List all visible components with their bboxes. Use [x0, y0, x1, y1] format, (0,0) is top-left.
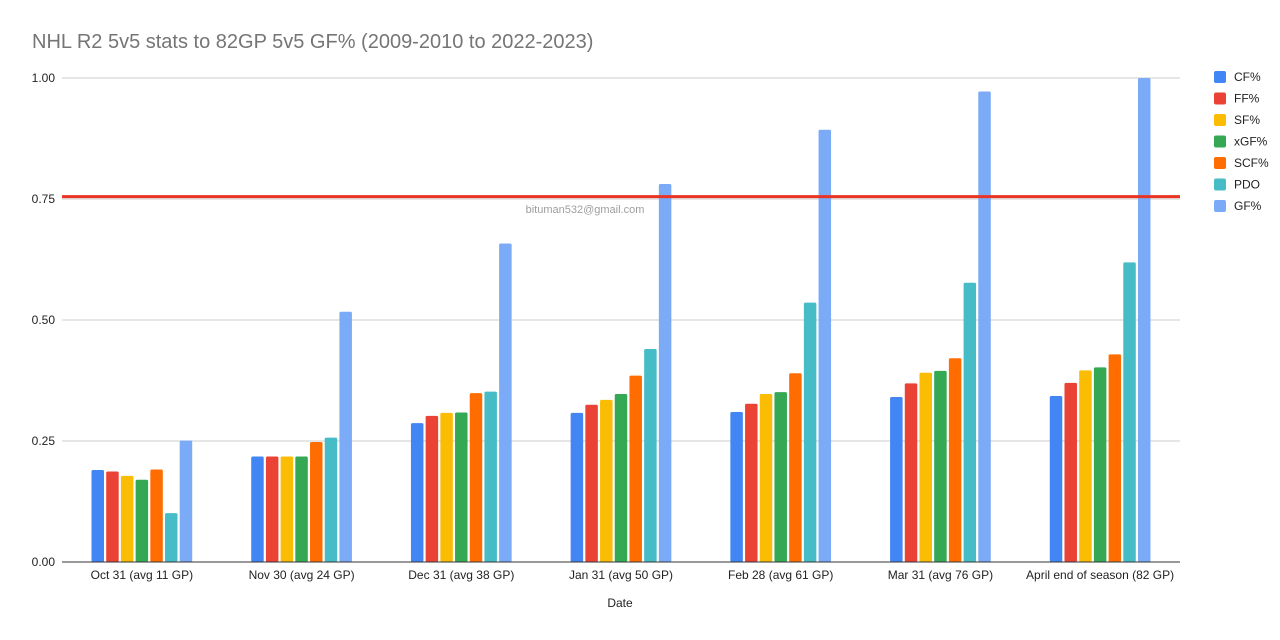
y-tick-label: 1.00 [32, 71, 56, 85]
bar-pdo [484, 391, 497, 562]
bar-sf-pct [440, 412, 453, 562]
bar-xgf-pct [295, 456, 308, 562]
bar-gf-pct [658, 184, 672, 562]
watermark: bituman532@gmail.com [526, 204, 645, 216]
bar-sf-pct [759, 394, 773, 562]
bar-gf-pct [978, 91, 991, 563]
bar-cf-pct [91, 470, 105, 562]
bar-cf-pct [251, 456, 264, 562]
bar-cf-pct [1049, 395, 1063, 562]
legend-label: CF% [1234, 70, 1261, 84]
bar-gf-pct [499, 243, 512, 562]
bar-cf-pct [570, 412, 584, 562]
bar-sf-pct [919, 372, 932, 562]
x-tick-label: Mar 31 (avg 76 GP) [888, 568, 993, 582]
legend-swatch [1214, 157, 1226, 169]
chart-title: NHL R2 5v5 stats to 82GP 5v5 GF% (2009-2… [32, 31, 593, 53]
bar-sf-pct [1079, 370, 1092, 562]
legend: CF% FF% SF% xGF% SCF% PDO GF% [1214, 70, 1269, 213]
x-tick-label: Nov 30 (avg 24 GP) [249, 568, 355, 582]
bar-ff-pct [585, 404, 598, 562]
bar-scf-pct [150, 469, 163, 562]
bar-ff-pct [1064, 382, 1077, 562]
bar-scf-pct [629, 375, 642, 562]
bar-cf-pct [730, 411, 743, 562]
bar-cf-pct [890, 396, 903, 562]
bar-pdo [1123, 262, 1136, 562]
bar-pdo [324, 437, 338, 562]
x-tick-label: April end of season (82 GP) [1026, 568, 1174, 582]
bar-pdo [963, 282, 977, 562]
x-tick-label: Feb 28 (avg 61 GP) [728, 568, 833, 582]
bar-sf-pct [120, 475, 134, 562]
bar-sf-pct [280, 456, 294, 562]
legend-swatch [1214, 92, 1226, 105]
legend-swatch [1214, 178, 1226, 191]
legend-label: GF% [1234, 199, 1262, 213]
bar-ff-pct [745, 403, 758, 562]
gridlines [62, 77, 1180, 442]
x-tick-label: Jan 31 (avg 50 GP) [569, 568, 673, 582]
legend-swatch [1214, 135, 1226, 148]
bar-ff-pct [425, 415, 439, 562]
bar-pdo [165, 513, 178, 562]
y-tick-label: 0.50 [32, 313, 56, 327]
bar-xgf-pct [774, 392, 787, 562]
bar-gf-pct [1137, 78, 1151, 562]
x-axis-title: Date [607, 596, 633, 610]
bar-xgf-pct [614, 394, 628, 562]
bar-pdo [803, 302, 817, 562]
x-axis-ticks: Oct 31 (avg 11 GP) Nov 30 (avg 24 GP) Dec … [91, 568, 1174, 582]
bar-gf-pct [179, 440, 193, 562]
legend-label: SCF% [1234, 156, 1269, 170]
y-tick-label: 0.25 [32, 434, 56, 448]
bar-pdo [644, 349, 657, 562]
bar-sf-pct [600, 399, 613, 562]
legend-label: SF% [1234, 113, 1260, 127]
legend-label: PDO [1234, 178, 1260, 192]
legend-label: FF% [1234, 92, 1260, 106]
bar-scf-pct [948, 358, 962, 562]
bar-ff-pct [106, 471, 119, 562]
bar-cf-pct [410, 423, 424, 562]
bar-ff-pct [904, 383, 918, 562]
y-tick-label: 0.00 [32, 555, 56, 569]
legend-label: xGF% [1234, 135, 1268, 149]
y-tick-label: 0.75 [32, 192, 56, 206]
bar-xgf-pct [135, 479, 149, 562]
x-tick-label: Dec 31 (avg 38 GP) [408, 568, 514, 582]
bar-xgf-pct [1093, 367, 1107, 562]
bars [91, 78, 1151, 563]
bar-scf-pct [469, 393, 483, 562]
bar-scf-pct [789, 373, 802, 562]
y-axis-ticks: 0.00 0.25 0.50 0.75 1.00 [32, 71, 56, 569]
bar-ff-pct [265, 456, 279, 562]
bar-scf-pct [1108, 354, 1122, 562]
bar-scf-pct [310, 441, 323, 562]
legend-swatch [1214, 114, 1226, 126]
bar-gf-pct [339, 311, 352, 562]
bar-gf-pct [818, 129, 832, 563]
legend-swatch [1214, 71, 1226, 83]
bar-xgf-pct [455, 412, 468, 562]
x-tick-label: Oct 31 (avg 11 GP) [91, 568, 194, 582]
legend-swatch [1214, 200, 1226, 212]
bar-xgf-pct [934, 370, 947, 562]
